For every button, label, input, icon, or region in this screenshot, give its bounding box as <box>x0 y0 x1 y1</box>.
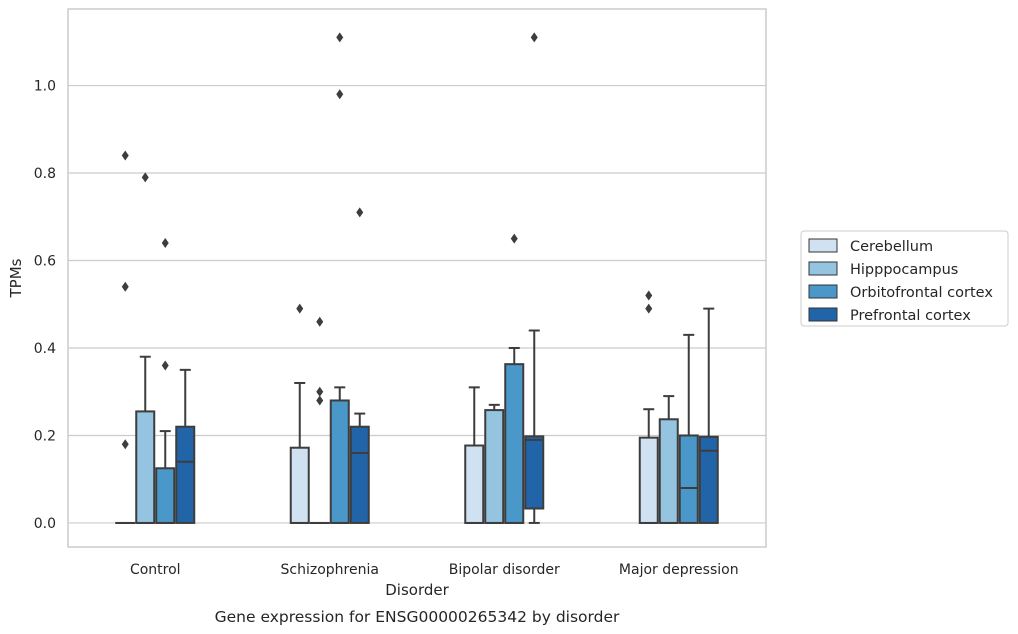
chart-caption: Gene expression for ENSG00000265342 by d… <box>215 608 620 626</box>
box-orbitofrontal-cortex-3 <box>678 333 699 524</box>
box-body <box>349 425 370 524</box>
box-hipppocampus-3 <box>658 395 679 524</box>
x-axis-label: Disorder <box>385 581 449 599</box>
legend-swatch <box>808 307 838 322</box>
y-tick-label: 0.0 <box>34 516 56 532</box>
box-prefrontal-cortex-3 <box>698 307 719 524</box>
y-axis-ticks: 0.0 0.2 0.4 0.6 0.8 1.0 <box>34 79 56 532</box>
outlier-point <box>316 395 324 406</box>
box-cerebellum-0 <box>115 150 136 524</box>
boxes <box>115 32 719 524</box>
x-tick-label: Bipolar disorder <box>449 562 560 578</box>
box-body <box>638 436 659 524</box>
x-tick-label: Schizophrenia <box>281 562 379 578</box>
outlier-point <box>316 316 324 327</box>
plot-area-frame <box>67 8 767 548</box>
box-body <box>678 434 699 524</box>
outlier-point <box>121 150 129 161</box>
legend-label: Hipppocampus <box>850 262 958 278</box>
box-body <box>524 435 545 510</box>
outlier-point <box>336 89 344 100</box>
box-cerebellum-3 <box>638 290 659 524</box>
box-body <box>329 399 350 524</box>
legend-frame <box>800 230 1009 327</box>
box-body <box>658 418 679 524</box>
box-body <box>175 425 196 524</box>
outlier-point <box>645 303 653 314</box>
outlier-point <box>645 290 653 301</box>
box-cerebellum-1 <box>289 303 310 524</box>
outlier-point <box>141 172 149 183</box>
y-tick-label: 0.2 <box>34 428 56 444</box>
outlier-point <box>121 281 129 292</box>
legend-label: Cerebellum <box>850 239 933 255</box>
box-body <box>155 467 176 524</box>
box-hipppocampus-1 <box>309 316 330 524</box>
box-orbitofrontal-cortex-1 <box>329 32 350 524</box>
box-body <box>504 363 525 524</box>
outlier-point <box>510 233 518 244</box>
outlier-point <box>161 360 169 371</box>
legend-swatch <box>808 284 838 299</box>
box-body <box>464 444 485 524</box>
box-orbitofrontal-cortex-2 <box>504 233 525 524</box>
y-tick-label: 0.6 <box>34 254 56 270</box>
legend-swatch <box>808 261 838 276</box>
box-body <box>484 409 505 524</box>
legend-swatch <box>808 238 838 253</box>
outlier-point <box>356 207 364 218</box>
outlier-point <box>336 32 344 43</box>
box-hipppocampus-2 <box>484 403 505 524</box>
box-hipppocampus-0 <box>135 172 156 524</box>
y-tick-label: 0.4 <box>34 341 56 357</box>
legend-label: Prefrontal cortex <box>850 308 971 324</box>
box-cerebellum-2 <box>464 386 485 524</box>
y-tick-label: 0.8 <box>34 166 56 182</box>
legend-label: Orbitofrontal cortex <box>850 285 993 301</box>
box-prefrontal-cortex-1 <box>349 207 370 524</box>
box-prefrontal-cortex-0 <box>175 368 196 524</box>
outlier-point <box>161 238 169 249</box>
outlier-point <box>121 439 129 450</box>
outlier-point <box>530 32 538 43</box>
box-prefrontal-cortex-2 <box>524 32 545 524</box>
x-tick-label: Major depression <box>619 562 739 578</box>
box-body <box>135 410 156 524</box>
box-orbitofrontal-cortex-0 <box>155 238 176 524</box>
y-tick-label: 1.0 <box>34 79 56 95</box>
box-body <box>698 435 719 524</box>
outlier-point <box>316 386 324 397</box>
box-body <box>289 446 310 524</box>
legend: Cerebellum Hipppocampus Orbitofrontal cort… <box>800 230 1009 327</box>
x-axis-ticks: Control Schizophrenia Bipolar disorder Majo… <box>130 562 739 578</box>
y-axis-label: TPMs <box>7 258 25 298</box>
outlier-point <box>296 303 304 314</box>
x-tick-label: Control <box>130 562 181 578</box>
